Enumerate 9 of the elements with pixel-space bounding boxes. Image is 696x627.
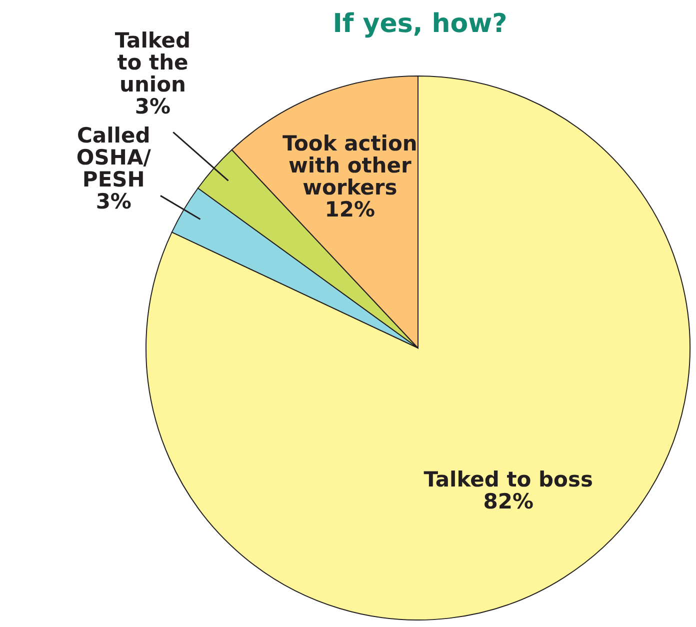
data-label: 3% <box>134 94 171 119</box>
slice-label: Talked to the union <box>114 28 191 97</box>
slice-label: Took action with other workers <box>282 131 418 200</box>
slice-label: Called OSHA/ PESH <box>76 123 152 192</box>
chart-title: If yes, how? <box>332 9 508 39</box>
data-label: 82% <box>483 490 534 514</box>
data-label: 3% <box>96 189 132 214</box>
slice-label: Talked to boss <box>424 468 593 492</box>
data-label: 12% <box>324 197 376 222</box>
